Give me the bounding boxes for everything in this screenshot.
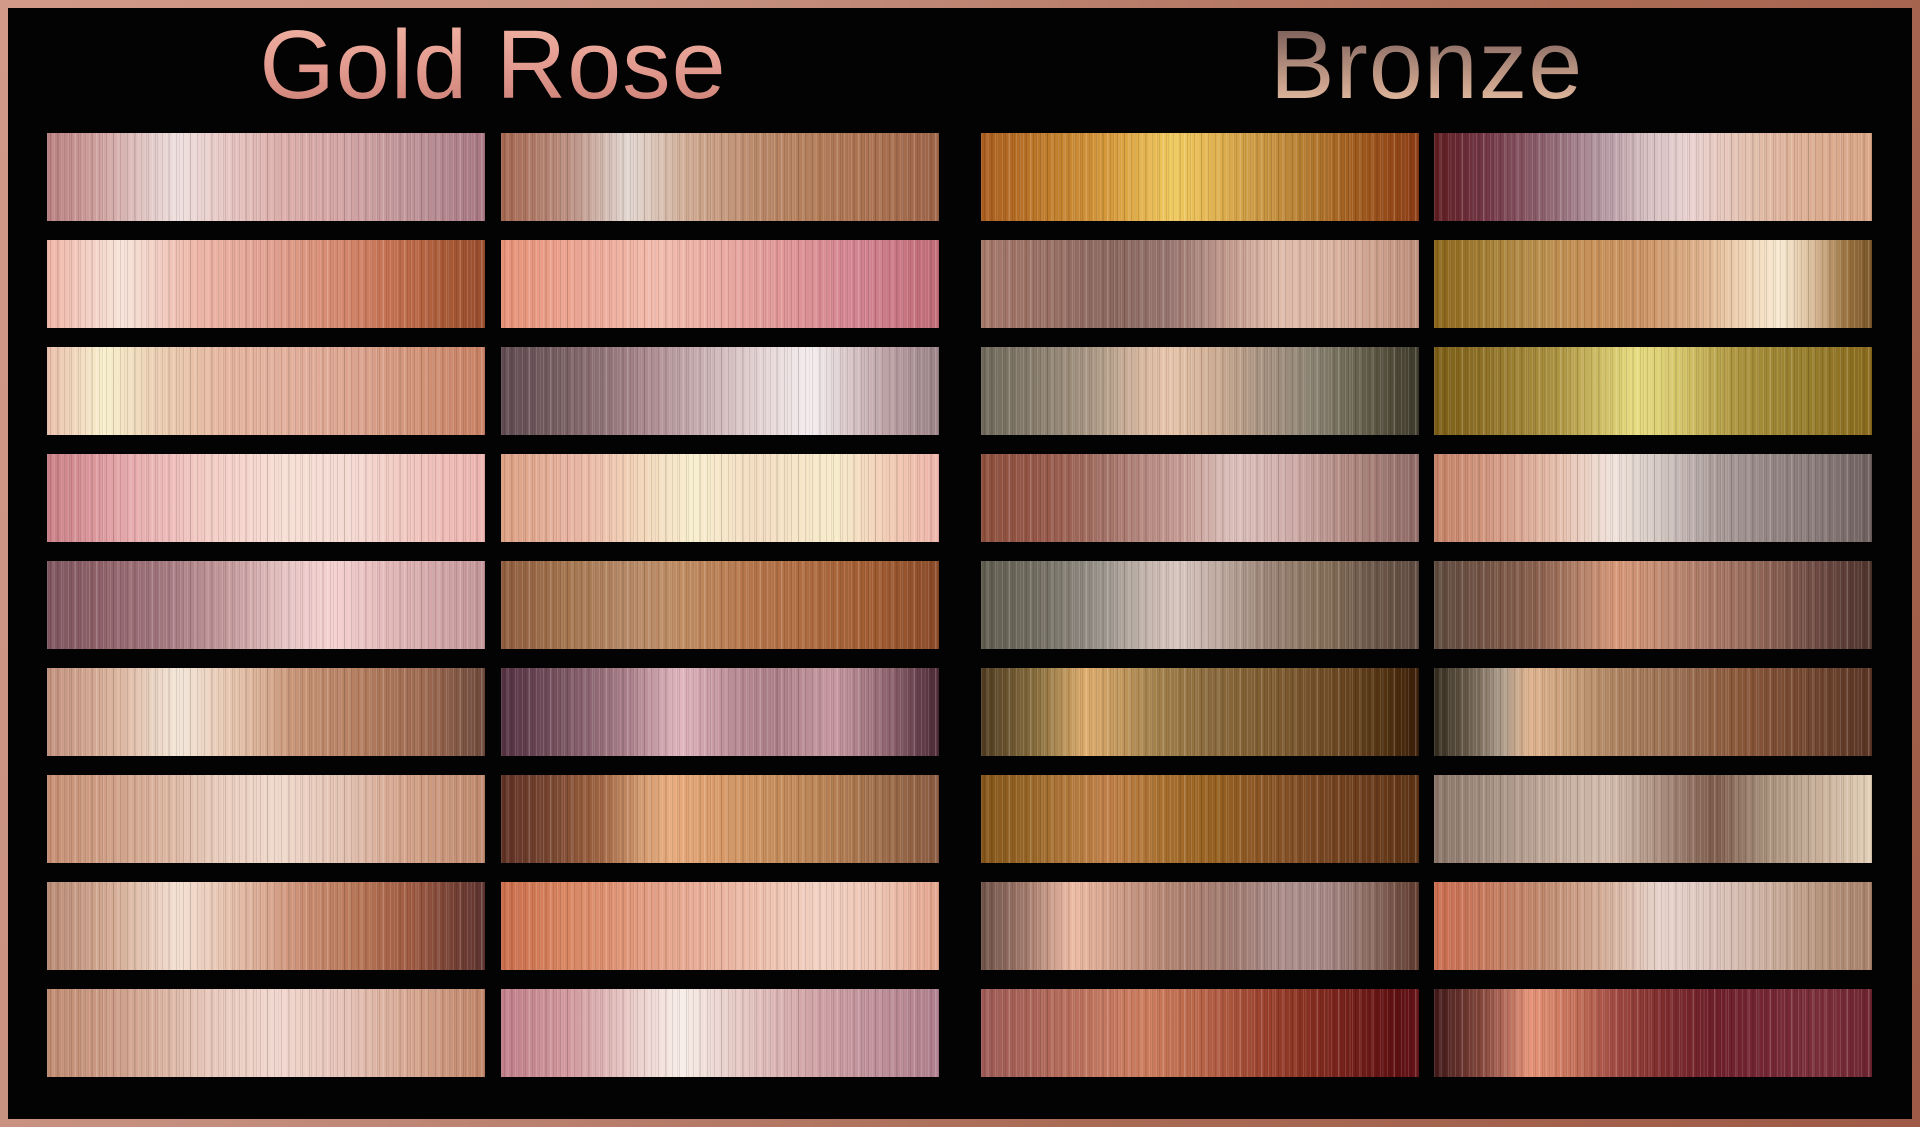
swatch-bronze-row2-col2 bbox=[1434, 240, 1872, 328]
swatch-gold-rose-row7-col2 bbox=[501, 775, 939, 863]
swatch-gold-rose-row9-col1 bbox=[47, 989, 485, 1077]
swatch-gold-rose-row4-col1 bbox=[47, 454, 485, 542]
swatch-bronze-row5-col1 bbox=[981, 561, 1419, 649]
swatch-gold-rose-row6-col1 bbox=[47, 668, 485, 756]
swatch-bronze-row7-col2 bbox=[1434, 775, 1872, 863]
swatch-bronze-row4-col2 bbox=[1434, 454, 1872, 542]
swatch-gold-rose-row6-col2 bbox=[501, 668, 939, 756]
swatch-gold-rose-row8-col1 bbox=[47, 882, 485, 970]
swatch-bronze-row3-col1 bbox=[981, 347, 1419, 435]
swatch-gold-rose-row4-col2 bbox=[501, 454, 939, 542]
swatch-gold-rose-row3-col2 bbox=[501, 347, 939, 435]
gold-rose-swatch-grid bbox=[47, 133, 939, 1077]
swatch-bronze-row9-col2 bbox=[1434, 989, 1872, 1077]
swatch-bronze-row9-col1 bbox=[981, 989, 1419, 1077]
swatch-bronze-row8-col2 bbox=[1434, 882, 1872, 970]
swatch-gold-rose-row7-col1 bbox=[47, 775, 485, 863]
swatch-bronze-row6-col1 bbox=[981, 668, 1419, 756]
swatch-bronze-row3-col2 bbox=[1434, 347, 1872, 435]
swatch-grid bbox=[47, 133, 1872, 1077]
swatch-bronze-row2-col1 bbox=[981, 240, 1419, 328]
swatch-gold-rose-row5-col1 bbox=[47, 561, 485, 649]
swatch-gold-rose-row2-col1 bbox=[47, 240, 485, 328]
swatch-bronze-row8-col1 bbox=[981, 882, 1419, 970]
swatch-gold-rose-row8-col2 bbox=[501, 882, 939, 970]
gold-rose-title: Gold Rose bbox=[47, 15, 939, 120]
swatch-bronze-row1-col1 bbox=[981, 133, 1419, 221]
swatch-bronze-row1-col2 bbox=[1434, 133, 1872, 221]
swatch-gold-rose-row2-col2 bbox=[501, 240, 939, 328]
swatch-gold-rose-row1-col1 bbox=[47, 133, 485, 221]
swatch-bronze-row5-col2 bbox=[1434, 561, 1872, 649]
swatch-gold-rose-row1-col2 bbox=[501, 133, 939, 221]
swatch-bronze-row7-col1 bbox=[981, 775, 1419, 863]
swatch-bronze-row6-col2 bbox=[1434, 668, 1872, 756]
swatch-gold-rose-row9-col2 bbox=[501, 989, 939, 1077]
bronze-title: Bronze bbox=[981, 15, 1872, 120]
swatch-gold-rose-row5-col2 bbox=[501, 561, 939, 649]
swatch-gold-rose-row3-col1 bbox=[47, 347, 485, 435]
bronze-swatch-grid bbox=[981, 133, 1872, 1077]
swatch-bronze-row4-col1 bbox=[981, 454, 1419, 542]
